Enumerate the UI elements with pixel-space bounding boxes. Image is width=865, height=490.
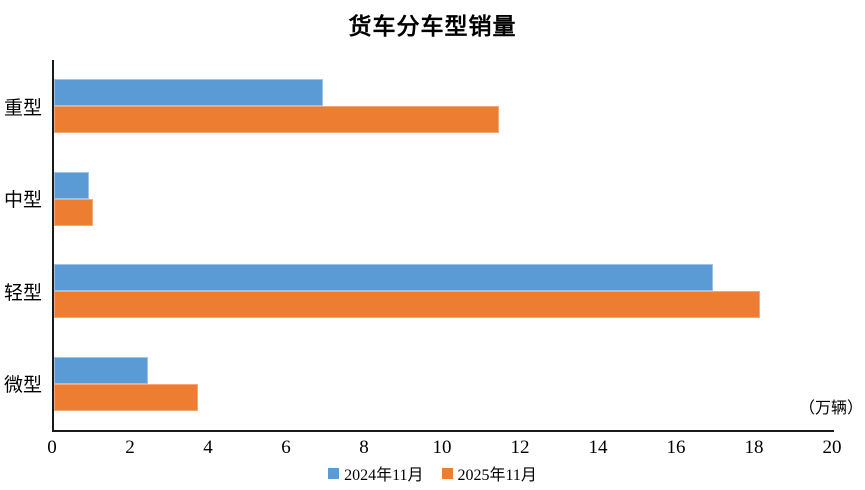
bar-2025年11月 [54, 198, 93, 226]
category-label: 中型 [3, 190, 42, 212]
bar-2024年11月 [54, 79, 324, 107]
x-tick-label: 4 [203, 437, 213, 458]
bar-2025年11月 [54, 291, 760, 319]
x-tick-label: 6 [281, 437, 291, 458]
x-tick-label: 8 [359, 437, 369, 458]
x-tick-label: 18 [744, 437, 764, 458]
legend-label: 2024年11月 [344, 467, 424, 484]
bar-group [54, 60, 834, 153]
x-tick-label: 20 [822, 437, 842, 458]
category-label: 轻型 [3, 282, 42, 304]
bar-group [54, 338, 834, 431]
legend-swatch [441, 467, 453, 479]
category-label: 重型 [3, 97, 42, 119]
x-tick-label: 2 [125, 437, 135, 458]
x-tick-label: 12 [510, 437, 530, 458]
axis-unit-label: （万辆） [798, 400, 863, 417]
x-tick-label: 10 [432, 437, 452, 458]
y-axis-labels: 重型 中型 轻型 微型 [0, 60, 47, 430]
category-label: 微型 [3, 375, 42, 397]
x-tick-label: 14 [588, 437, 608, 458]
legend-item: 2024年11月 [328, 461, 424, 485]
x-axis-ticks: 0 2 4 6 8 10 12 14 16 18 20 [47, 437, 841, 461]
bar-2024年11月 [54, 264, 714, 292]
x-tick-label: 16 [666, 437, 686, 458]
bar-group [54, 245, 834, 338]
legend-label: 2025年11月 [457, 467, 537, 484]
bar-2024年11月 [54, 171, 90, 199]
bar-2025年11月 [54, 383, 199, 411]
bar-2025年11月 [54, 106, 499, 134]
plot-area [52, 60, 834, 432]
x-tick-label: 0 [47, 437, 57, 458]
legend: 2024年11月 2025年11月 [0, 462, 865, 484]
legend-item: 2025年11月 [441, 461, 537, 485]
chart-title: 货车分车型销量 [348, 14, 517, 39]
legend-swatch [328, 467, 340, 479]
bar-group [54, 153, 834, 246]
bar-2024年11月 [54, 356, 148, 384]
